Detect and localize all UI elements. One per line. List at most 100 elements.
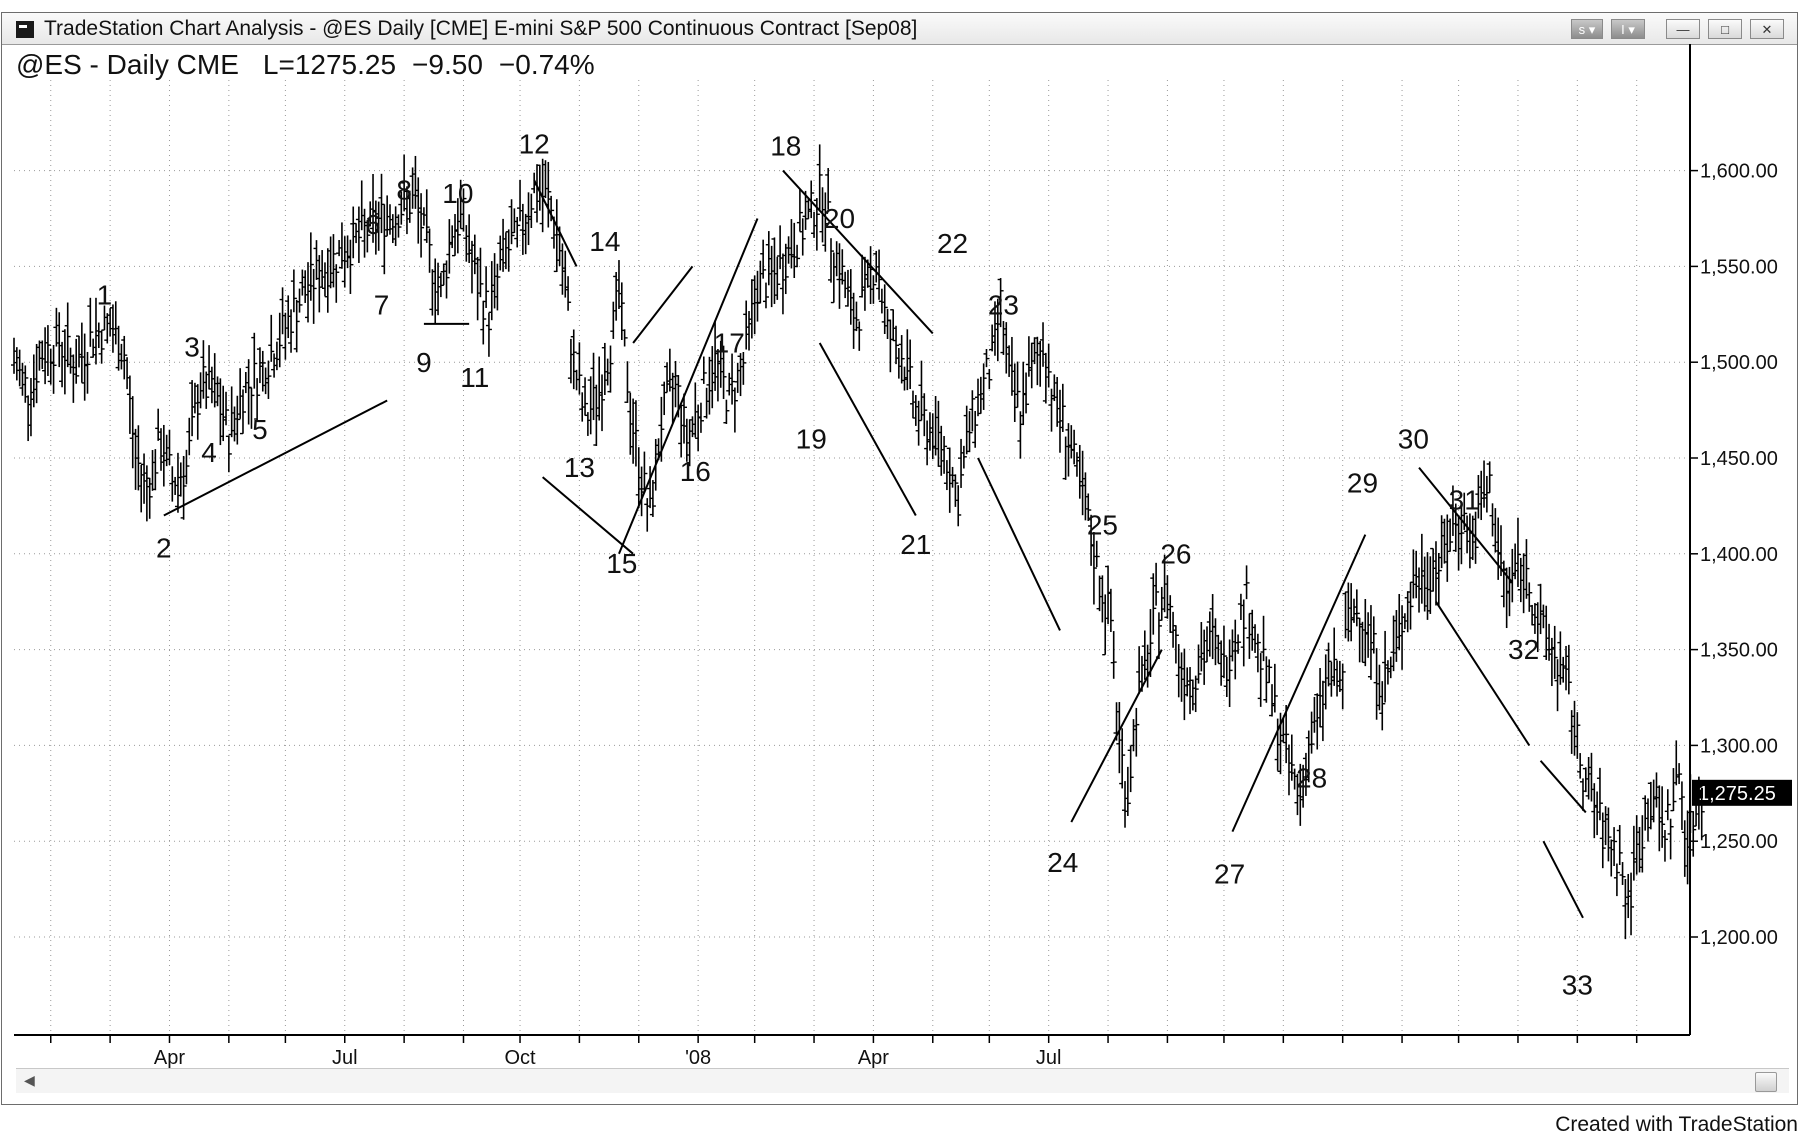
ohlc-bar bbox=[514, 216, 521, 248]
ohlc-bar bbox=[960, 445, 967, 469]
wave-label: 31 bbox=[1449, 485, 1480, 516]
ohlc-bar bbox=[825, 168, 832, 210]
close-button[interactable]: ✕ bbox=[1750, 19, 1784, 39]
ohlc-bar bbox=[1254, 633, 1261, 673]
title-bar: TradeStation Chart Analysis - @ES Daily … bbox=[2, 13, 1797, 45]
ohlc-bar bbox=[607, 345, 614, 393]
net-change: −9.50 bbox=[412, 49, 483, 80]
trendline bbox=[618, 218, 759, 555]
ohlc-bar bbox=[822, 192, 829, 252]
wave-label: 11 bbox=[460, 362, 489, 393]
ohlc-bar bbox=[760, 239, 767, 279]
ohlc-bar bbox=[1014, 361, 1021, 409]
ohlc-bar bbox=[1670, 768, 1677, 812]
ohlc-bar bbox=[347, 239, 354, 294]
ohlc-bar bbox=[972, 410, 979, 448]
ohlc-bar bbox=[952, 474, 959, 507]
ohlc-bar bbox=[1353, 589, 1360, 627]
ohlc-bar bbox=[135, 425, 142, 491]
trendlines bbox=[163, 169, 1587, 919]
ohlc-bar bbox=[907, 339, 914, 389]
ohlc-bar bbox=[731, 387, 738, 433]
ohlc-bar bbox=[33, 343, 40, 404]
wave-label: 28 bbox=[1296, 763, 1327, 794]
ohlc-bar bbox=[333, 264, 340, 303]
ohlc-bar bbox=[1133, 707, 1140, 757]
wave-label: 15 bbox=[606, 548, 637, 579]
wave-label: 26 bbox=[1160, 538, 1191, 569]
wave-label: 19 bbox=[796, 423, 827, 454]
ohlc-bar bbox=[1458, 503, 1465, 565]
scroll-thumb[interactable] bbox=[1755, 1072, 1777, 1092]
ohlc-bar bbox=[621, 329, 628, 347]
wave-label: 14 bbox=[589, 226, 620, 257]
ohlc-bar bbox=[418, 193, 425, 258]
ohlc-bar bbox=[1266, 659, 1273, 683]
x-tick-label: '08 bbox=[685, 1047, 711, 1069]
ohlc-bar bbox=[1399, 605, 1406, 670]
wave-label: 12 bbox=[519, 128, 550, 159]
ohlc-bar bbox=[381, 204, 388, 275]
ohlc-bar bbox=[307, 232, 314, 301]
ohlc-bar bbox=[1127, 745, 1134, 793]
ohlc-bar bbox=[423, 189, 430, 243]
ohlc-bar bbox=[729, 353, 736, 405]
ohlc-bar bbox=[276, 312, 283, 368]
ohlc-bar bbox=[223, 391, 230, 426]
ohlc-bar bbox=[762, 282, 769, 309]
ohlc-bar bbox=[1167, 595, 1174, 633]
ohlc-bar bbox=[898, 335, 905, 384]
ohlc-bar bbox=[398, 191, 405, 225]
price-bars bbox=[11, 144, 1705, 940]
ohlc-bar bbox=[64, 302, 71, 368]
ohlc-bar bbox=[1639, 815, 1646, 873]
minimize-button[interactable]: — bbox=[1666, 19, 1700, 39]
wave-label: 4 bbox=[201, 437, 217, 468]
ohlc-bar bbox=[1611, 827, 1618, 866]
ohlc-bar bbox=[528, 193, 535, 228]
y-tick-label: 1,550.00 bbox=[1700, 256, 1778, 278]
ohlc-bar bbox=[330, 234, 337, 288]
ohlc-bar bbox=[87, 297, 94, 347]
ohlc-bar bbox=[290, 269, 297, 313]
wave-label: 22 bbox=[937, 228, 968, 259]
ohlc-bar bbox=[1235, 634, 1242, 654]
ohlc-bar bbox=[73, 338, 80, 384]
ohlc-bar bbox=[941, 435, 948, 474]
ohlc-bar bbox=[808, 180, 815, 219]
wave-label: 17 bbox=[714, 328, 745, 359]
ohlc-bar bbox=[782, 243, 789, 295]
ohlc-bar bbox=[485, 312, 492, 357]
ohlc-bar bbox=[1551, 625, 1558, 679]
ohlc-bar bbox=[796, 189, 803, 232]
ohlc-bar bbox=[1308, 711, 1315, 754]
x-tick-label: Apr bbox=[154, 1047, 185, 1069]
s-dropdown-button[interactable]: s ▾ bbox=[1571, 19, 1603, 39]
ohlc-bar bbox=[1023, 372, 1030, 414]
trendline bbox=[818, 342, 917, 516]
ohlc-bar bbox=[1596, 767, 1603, 821]
wave-label: 13 bbox=[564, 452, 595, 483]
ohlc-bar bbox=[983, 348, 990, 368]
last-price-label: 1,275.25 bbox=[1698, 783, 1776, 805]
trendline bbox=[1435, 601, 1531, 746]
ohlc-bar bbox=[774, 256, 781, 300]
ohlc-bar bbox=[548, 195, 555, 222]
ohlc-bar bbox=[1684, 810, 1691, 885]
ohlc-bar bbox=[680, 393, 687, 444]
ohlc-bar bbox=[1090, 532, 1097, 605]
ohlc-bar bbox=[1523, 539, 1530, 599]
horizontal-scrollbar[interactable]: ◀ bbox=[16, 1068, 1789, 1093]
ohlc-bar bbox=[1698, 787, 1705, 841]
last-price-marker bbox=[1692, 779, 1792, 806]
i-dropdown-button[interactable]: I ▾ bbox=[1611, 19, 1645, 39]
ohlc-bar bbox=[1435, 552, 1442, 607]
ohlc-bar bbox=[406, 190, 413, 223]
trendline bbox=[542, 476, 634, 555]
maximize-button[interactable]: □ bbox=[1708, 19, 1742, 39]
ohlc-bar bbox=[364, 219, 371, 253]
ohlc-bar bbox=[565, 276, 572, 311]
ohlc-bar bbox=[649, 480, 656, 517]
scroll-left-arrow-icon[interactable]: ◀ bbox=[24, 1072, 35, 1088]
